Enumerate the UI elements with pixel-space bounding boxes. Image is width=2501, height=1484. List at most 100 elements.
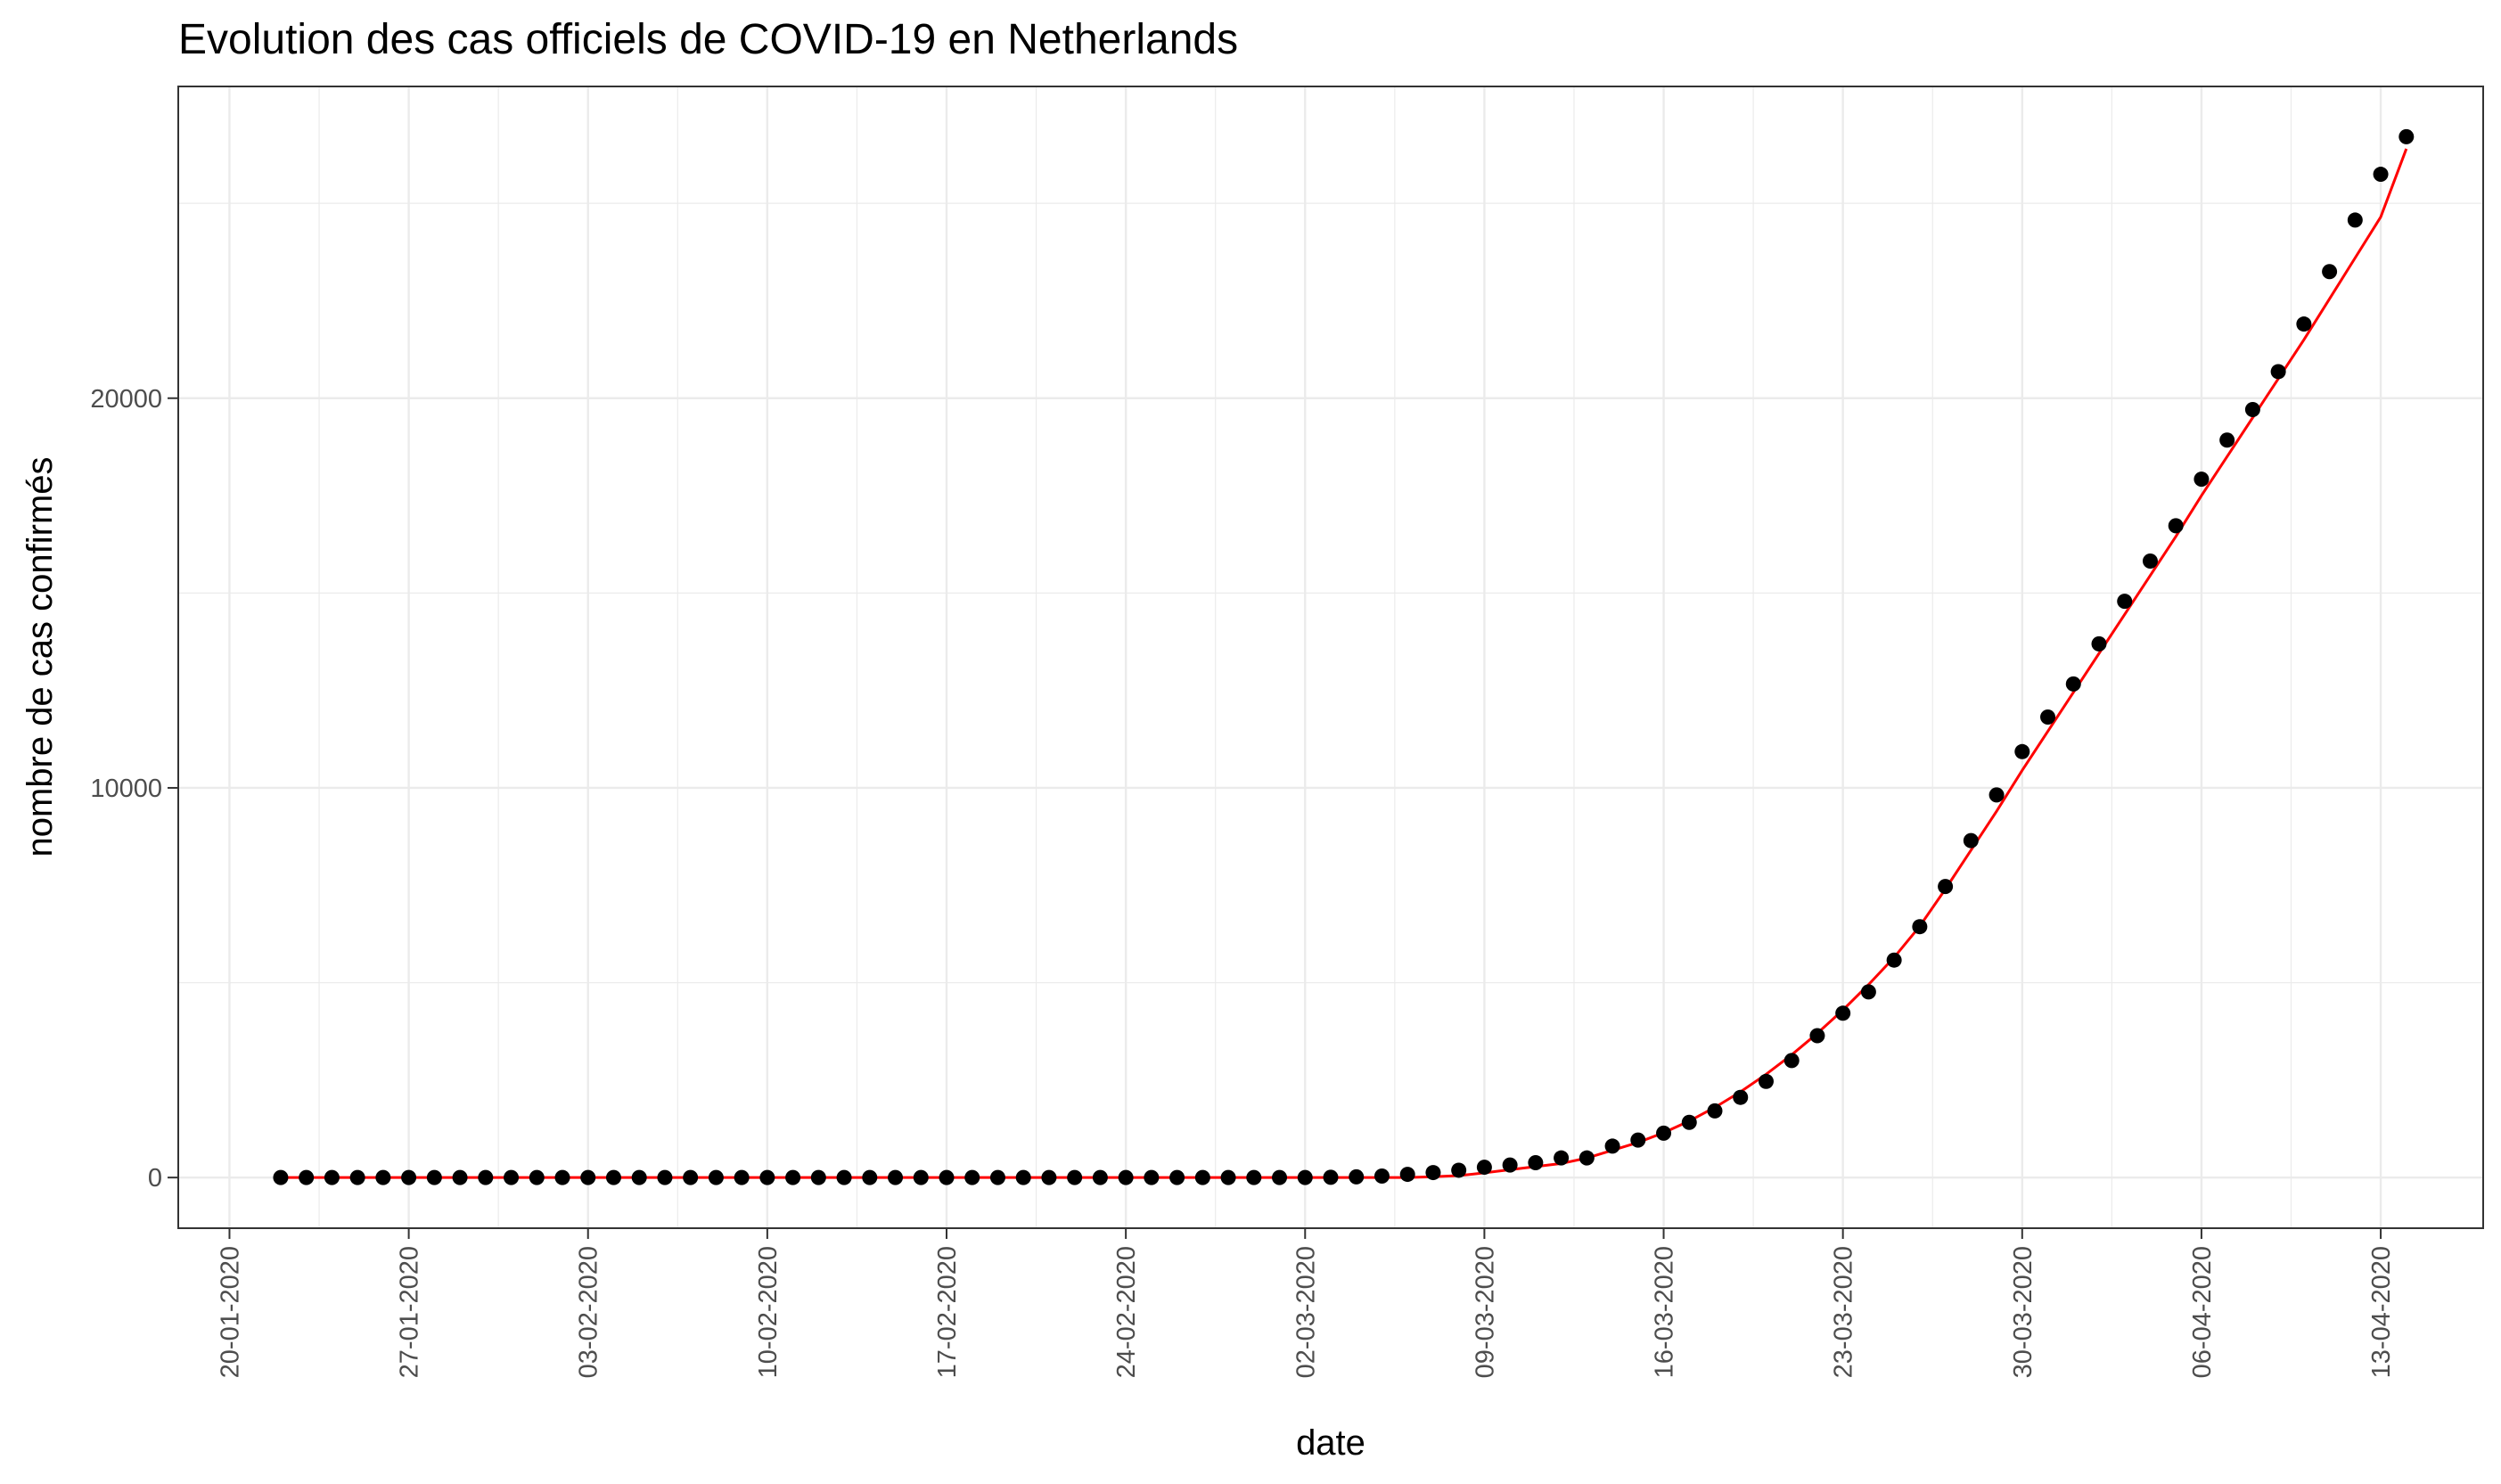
x-tick-label: 10-02-2020 [754, 1246, 783, 1378]
data-point [1630, 1132, 1646, 1148]
data-point [1297, 1169, 1313, 1185]
data-point [1349, 1168, 1365, 1185]
data-point [2270, 364, 2286, 380]
data-point [657, 1169, 673, 1185]
data-point [2117, 594, 2133, 610]
y-tick-label: 0 [148, 1164, 162, 1193]
data-point [1272, 1169, 1288, 1185]
fit-line [280, 148, 2408, 1179]
data-point [836, 1169, 852, 1185]
data-point [2014, 743, 2030, 759]
data-point [862, 1169, 878, 1185]
data-point [1988, 787, 2005, 803]
x-tick-label: 23-03-2020 [1830, 1246, 1858, 1378]
data-point [1092, 1169, 1108, 1185]
y-tick-label: 20000 [90, 385, 162, 414]
data-point [1681, 1114, 1697, 1130]
data-point [1220, 1169, 1236, 1185]
data-point [1169, 1169, 1185, 1185]
x-tick-label: 30-03-2020 [2009, 1246, 2038, 1378]
data-points [273, 128, 2415, 1185]
x-tick-label: 02-03-2020 [1292, 1246, 1320, 1378]
data-point [1374, 1168, 1390, 1185]
data-point [349, 1169, 365, 1185]
data-point [1246, 1169, 1262, 1185]
data-point [299, 1169, 315, 1185]
data-point [554, 1169, 570, 1185]
data-point [1809, 1028, 1825, 1044]
data-point [2398, 128, 2415, 144]
data-point [1835, 1005, 1851, 1021]
y-tick-label: 10000 [90, 775, 162, 803]
data-point [785, 1169, 801, 1185]
data-point [1733, 1089, 1749, 1105]
data-point [1758, 1073, 1774, 1089]
grid [178, 86, 2483, 1228]
data-point [1707, 1103, 1723, 1119]
x-tick-label: 20-01-2020 [216, 1246, 244, 1378]
data-point [1323, 1169, 1339, 1185]
data-point [631, 1169, 647, 1185]
data-point [1912, 919, 1928, 935]
y-axis-title: nombre de cas confirmés [20, 456, 60, 857]
data-point [2322, 264, 2338, 280]
data-point [1425, 1165, 1441, 1181]
data-point [888, 1169, 904, 1185]
data-point [1656, 1125, 1672, 1141]
data-point [1451, 1162, 1467, 1178]
data-point [2219, 432, 2235, 448]
x-tick-label: 24-02-2020 [1112, 1246, 1141, 1378]
chart-title: Evolution des cas officiels de COVID-19 … [178, 16, 1238, 63]
data-point [913, 1169, 929, 1185]
data-point [683, 1169, 699, 1185]
data-point [1784, 1053, 1800, 1069]
data-point [273, 1169, 289, 1185]
data-point [1578, 1150, 1595, 1166]
x-tick-label: 13-04-2020 [2367, 1246, 2396, 1378]
data-point [375, 1169, 391, 1185]
data-point [734, 1169, 750, 1185]
data-point [1041, 1169, 1057, 1185]
data-point [1604, 1138, 1620, 1154]
data-point [605, 1169, 621, 1185]
data-point [810, 1169, 826, 1185]
data-point [2091, 635, 2107, 652]
data-point [2373, 167, 2389, 183]
data-point [2296, 316, 2312, 332]
data-point [1502, 1157, 1518, 1173]
data-point [2142, 553, 2158, 569]
data-point [452, 1169, 468, 1185]
x-tick-label: 06-04-2020 [2188, 1246, 2217, 1378]
fit-line-path [280, 148, 2408, 1179]
data-point [401, 1169, 417, 1185]
x-axis-title: date [1296, 1423, 1365, 1463]
x-axis: 20-01-2020 27-01-2020 03-02-2020 10-02-2020… [216, 1228, 2396, 1378]
data-point [2168, 518, 2184, 534]
data-point [1476, 1160, 1492, 1176]
x-tick-label: 27-01-2020 [396, 1246, 424, 1378]
data-point [1118, 1169, 1134, 1185]
data-point [1067, 1169, 1083, 1185]
data-point [2347, 212, 2363, 228]
data-point [759, 1169, 775, 1185]
data-point [580, 1169, 596, 1185]
data-point [2065, 676, 2081, 692]
data-point [1886, 952, 1902, 968]
data-point [1554, 1150, 1570, 1166]
data-point [1528, 1154, 1544, 1170]
x-tick-label: 16-03-2020 [1651, 1246, 1679, 1378]
data-point [504, 1169, 520, 1185]
data-point [1015, 1169, 1031, 1185]
x-tick-label: 09-03-2020 [1471, 1246, 1499, 1378]
data-point [2194, 471, 2210, 488]
data-point [989, 1169, 1005, 1185]
x-tick-label: 03-02-2020 [575, 1246, 603, 1378]
data-point [939, 1169, 955, 1185]
data-point [426, 1169, 442, 1185]
data-point [1194, 1169, 1210, 1185]
data-point [324, 1169, 340, 1185]
data-point [1963, 832, 1979, 849]
data-point [2040, 709, 2056, 726]
data-point [1860, 984, 1876, 1000]
